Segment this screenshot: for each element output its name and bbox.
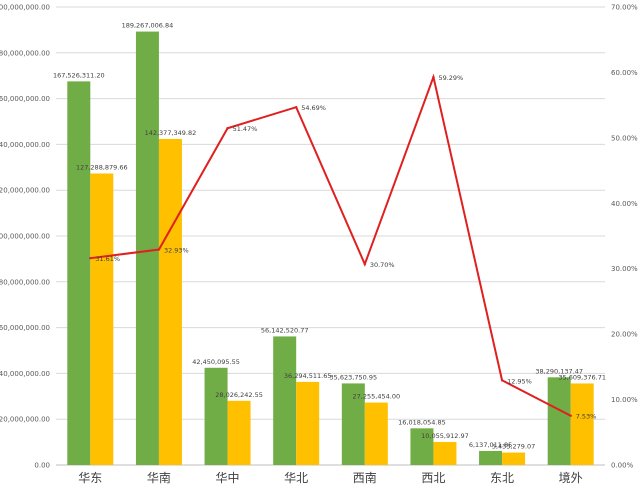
- bar-data-label: 6,137,011.85: [469, 441, 512, 449]
- x-category-label: 东北: [490, 471, 514, 485]
- y-left-tick-label: 80,000,000.00: [0, 278, 50, 286]
- bar: [410, 428, 434, 465]
- line-data-label: 54.69%: [301, 104, 326, 112]
- y-right-tick-label: 50.00%: [611, 134, 638, 142]
- bar-data-label: 28,026,242.55: [215, 391, 263, 399]
- line-point: [432, 75, 435, 79]
- x-category-label: 西北: [421, 471, 445, 485]
- line-point: [294, 105, 298, 109]
- bar-data-label: 56,142,520.77: [261, 326, 309, 334]
- line-point: [363, 262, 367, 266]
- line-data-label: 59.29%: [438, 74, 463, 82]
- line-data-label: 30.70%: [370, 261, 395, 269]
- line-point: [500, 379, 504, 382]
- bar: [364, 402, 388, 465]
- x-category-label: 境外: [559, 470, 583, 485]
- bar: [570, 383, 594, 465]
- y-left-tick-label: 60,000,000.00: [0, 324, 50, 332]
- y-left-tick-label: 20,000,000.00: [0, 416, 50, 424]
- y-left-tick-label: 160,000,000.00: [0, 95, 50, 103]
- bar: [547, 377, 571, 465]
- bar: [204, 367, 228, 465]
- bar-data-label: 167,526,311.20: [53, 71, 105, 79]
- bar-data-label: 42,450,095.55: [192, 358, 240, 366]
- line-point: [89, 256, 92, 260]
- bar: [135, 31, 159, 466]
- bar: [273, 336, 297, 465]
- bar-data-label: 27,255,454.00: [353, 393, 401, 401]
- bar-data-label: 127,288,879.66: [76, 164, 128, 172]
- y-left-tick-label: 120,000,000.00: [0, 187, 50, 195]
- line-point: [157, 248, 161, 251]
- line-data-label: 32.93%: [164, 247, 189, 255]
- line-data-label: 51.47%: [233, 125, 258, 133]
- x-category-label: 华北: [284, 471, 308, 485]
- bar: [479, 450, 503, 465]
- bar-data-label: 35,609,376.71: [558, 373, 606, 381]
- x-category-label: 华中: [216, 470, 240, 485]
- y-right-tick-label: 0.00%: [611, 462, 634, 470]
- x-category-label: 西南: [353, 470, 377, 485]
- y-left-tick-label: 140,000,000.00: [0, 141, 50, 149]
- y-right-tick-label: 40.00%: [611, 200, 638, 208]
- bar-data-label: 38,290,137.47: [535, 367, 583, 375]
- line-point: [226, 127, 229, 130]
- bar: [502, 452, 526, 465]
- y-right-tick-label: 20.00%: [611, 331, 638, 339]
- line-data-label: 7.53%: [576, 413, 597, 421]
- bar-data-label: 189,267,006.84: [122, 22, 174, 30]
- bar-data-label: 10,055,912.97: [421, 432, 469, 440]
- y-left-tick-label: 0.00: [34, 462, 50, 470]
- y-left-tick-label: 180,000,000.00: [0, 49, 50, 57]
- y-right-tick-label: 10.00%: [611, 396, 638, 404]
- bar: [227, 400, 251, 465]
- bar: [158, 138, 182, 465]
- line-data-label: 31.61%: [95, 255, 120, 263]
- y-right-tick-label: 60.00%: [611, 69, 638, 77]
- bar: [67, 81, 91, 465]
- y-left-tick-label: 200,000,000.00: [0, 4, 50, 12]
- bar-data-label: 16,018,054.85: [398, 418, 446, 426]
- line-point: [569, 414, 572, 417]
- y-left-tick-label: 40,000,000.00: [0, 370, 50, 378]
- x-category-label: 华东: [78, 471, 102, 485]
- bar: [90, 173, 114, 465]
- bar: [341, 383, 365, 465]
- bar-data-label: 35,623,750.95: [330, 373, 378, 381]
- series-line: [90, 73, 572, 417]
- y-left-tick-label: 100,000,000.00: [0, 233, 50, 241]
- bar-data-label: 142,377,349.82: [145, 129, 197, 137]
- y-right-tick-label: 70.00%: [611, 4, 638, 12]
- bar: [433, 441, 457, 465]
- bar-data-label: 36,294,511.65: [284, 372, 332, 380]
- y-right-tick-label: 30.00%: [611, 265, 638, 273]
- line-data-label: 12.95%: [507, 377, 532, 385]
- bar-data-label: 5,433,279.07: [492, 443, 535, 451]
- bar: [296, 381, 320, 465]
- x-category-label: 华南: [147, 470, 171, 485]
